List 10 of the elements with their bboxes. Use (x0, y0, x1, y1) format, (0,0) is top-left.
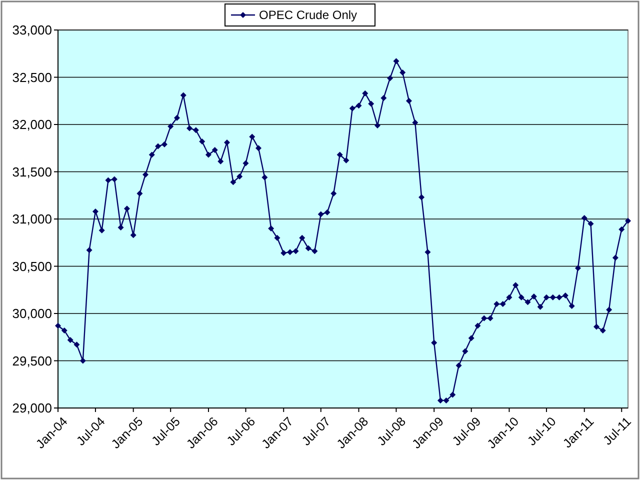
y-tick-label: 29,500 (12, 353, 52, 368)
y-tick-label: 30,500 (12, 258, 52, 274)
y-tick-label: 29,000 (12, 400, 52, 416)
y-tick-label: 33,000 (12, 22, 52, 38)
y-tick-label: 31,000 (12, 212, 52, 227)
legend-label: OPEC Crude Only (259, 8, 358, 22)
y-tick-label: 32,000 (12, 117, 52, 132)
y-tick-label: 31,500 (12, 164, 52, 180)
y-tick-label: 32,500 (12, 70, 52, 85)
y-tick-label: 30,000 (12, 306, 52, 322)
